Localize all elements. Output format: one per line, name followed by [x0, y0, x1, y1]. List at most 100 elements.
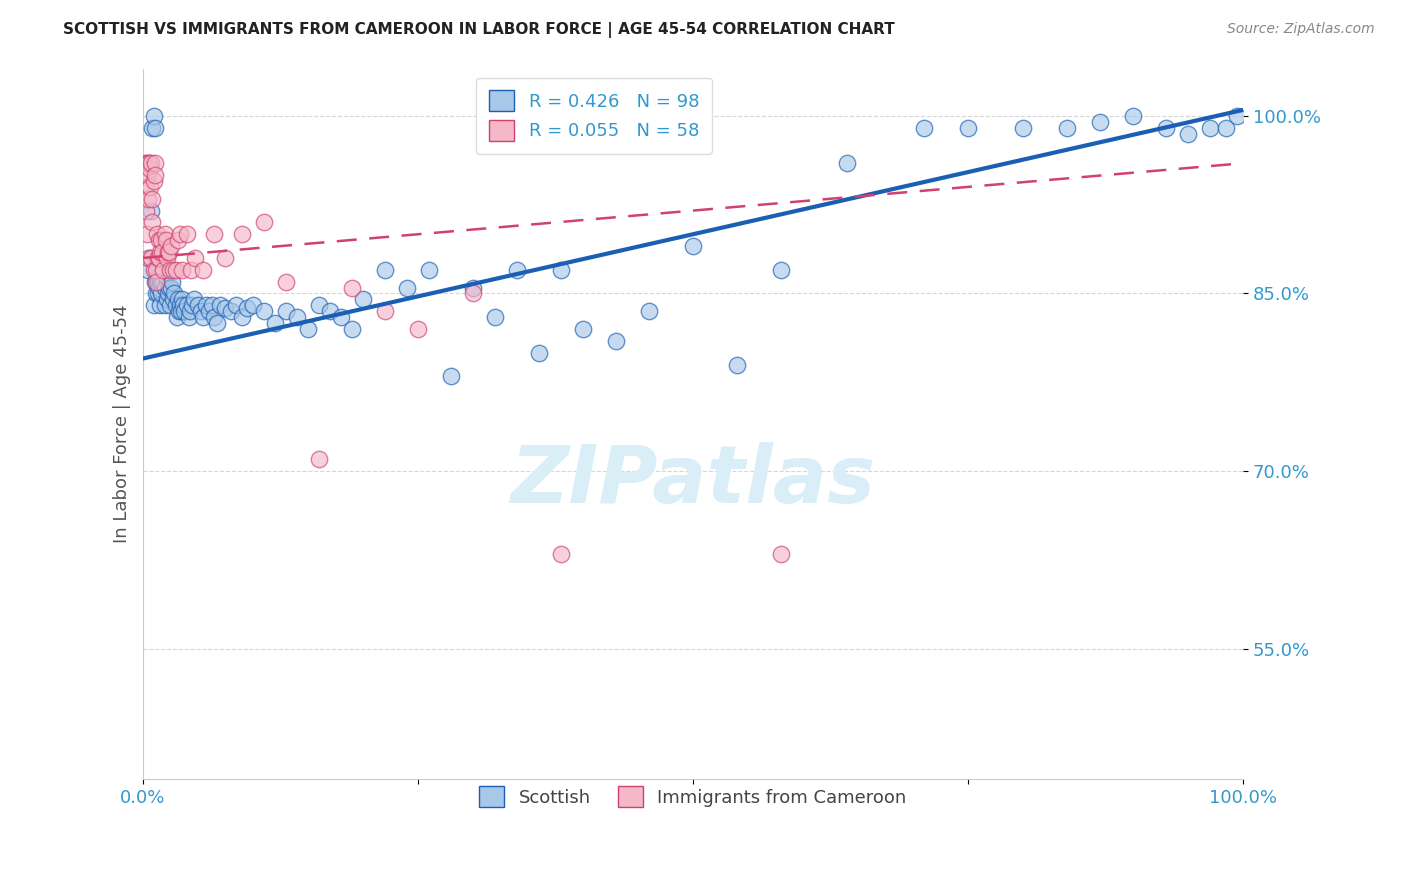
Point: [155, 268, 177, 283]
Point: [1215, 120, 1237, 135]
Point: [135, 180, 157, 194]
Point: [440, 369, 463, 384]
Point: [157, 245, 180, 260]
Point: [162, 293, 184, 307]
Point: [202, 310, 225, 325]
Point: [725, 358, 748, 372]
Point: [406, 322, 429, 336]
Point: [142, 298, 165, 312]
Point: [214, 251, 236, 265]
Point: [769, 547, 792, 561]
Point: [179, 304, 201, 318]
Point: [134, 156, 156, 170]
Point: [142, 109, 165, 123]
Point: [136, 192, 159, 206]
Point: [166, 233, 188, 247]
Point: [156, 251, 179, 265]
Point: [152, 262, 174, 277]
Point: [1226, 109, 1249, 123]
Point: [142, 174, 165, 188]
Text: SCOTTISH VS IMMIGRANTS FROM CAMEROON IN LABOR FORCE | AGE 45-54 CORRELATION CHAR: SCOTTISH VS IMMIGRANTS FROM CAMEROON IN …: [63, 22, 896, 38]
Point: [352, 293, 374, 307]
Point: [374, 262, 396, 277]
Point: [637, 304, 659, 318]
Point: [163, 286, 186, 301]
Point: [162, 275, 184, 289]
Point: [166, 310, 188, 325]
Point: [190, 304, 212, 318]
Point: [165, 262, 187, 277]
Point: [571, 322, 593, 336]
Point: [1056, 120, 1078, 135]
Point: [148, 280, 170, 294]
Point: [169, 227, 191, 242]
Point: [159, 298, 181, 312]
Point: [1088, 115, 1111, 129]
Point: [150, 275, 173, 289]
Point: [201, 298, 224, 312]
Point: [150, 245, 173, 260]
Point: [231, 310, 253, 325]
Point: [340, 322, 363, 336]
Point: [165, 298, 187, 312]
Point: [136, 168, 159, 182]
Point: [156, 293, 179, 307]
Point: [484, 310, 506, 325]
Point: [136, 227, 159, 242]
Point: [153, 227, 176, 242]
Point: [1154, 120, 1177, 135]
Point: [195, 298, 218, 312]
Point: [157, 280, 180, 294]
Point: [329, 310, 352, 325]
Point: [191, 310, 214, 325]
Point: [285, 310, 308, 325]
Point: [146, 275, 169, 289]
Point: [1177, 127, 1199, 141]
Point: [156, 286, 179, 301]
Point: [225, 298, 247, 312]
Point: [145, 286, 167, 301]
Point: [141, 215, 163, 229]
Point: [1199, 120, 1222, 135]
Point: [136, 251, 159, 265]
Point: [150, 233, 173, 247]
Point: [148, 251, 170, 265]
Point: [136, 262, 159, 277]
Point: [505, 262, 527, 277]
Point: [395, 280, 418, 294]
Point: [527, 345, 550, 359]
Legend: Scottish, Immigrants from Cameroon: Scottish, Immigrants from Cameroon: [470, 777, 915, 816]
Point: [1012, 120, 1035, 135]
Point: [197, 304, 219, 318]
Point: [138, 156, 160, 170]
Point: [172, 293, 194, 307]
Text: Source: ZipAtlas.com: Source: ZipAtlas.com: [1227, 22, 1375, 37]
Point: [172, 298, 194, 312]
Point: [252, 215, 274, 229]
Point: [550, 547, 572, 561]
Point: [156, 245, 179, 260]
Point: [208, 298, 231, 312]
Point: [166, 293, 188, 307]
Point: [912, 120, 935, 135]
Point: [141, 120, 163, 135]
Point: [242, 298, 264, 312]
Point: [169, 298, 191, 312]
Point: [142, 262, 165, 277]
Point: [146, 227, 169, 242]
Point: [214, 301, 236, 315]
Point: [308, 452, 330, 467]
Point: [146, 251, 169, 265]
Point: [135, 203, 157, 218]
Point: [173, 304, 195, 318]
Point: [769, 262, 792, 277]
Point: [148, 233, 170, 247]
Point: [143, 275, 166, 289]
Point: [155, 233, 177, 247]
Point: [297, 322, 319, 336]
Point: [207, 316, 229, 330]
Point: [136, 156, 159, 170]
Point: [252, 304, 274, 318]
Point: [605, 334, 627, 348]
Point: [461, 286, 484, 301]
